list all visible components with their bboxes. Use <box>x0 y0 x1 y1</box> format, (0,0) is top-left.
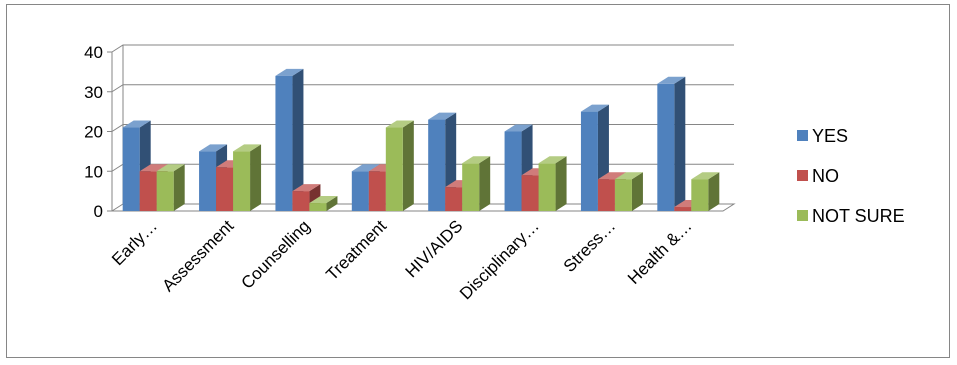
x-tick-label: HIV/AIDS <box>402 216 467 281</box>
y-tick-label: 40 <box>84 43 103 62</box>
y-tick-label: 0 <box>94 202 103 221</box>
x-tick-label: Assessment <box>158 216 237 295</box>
x-tick-label: Disciplinary… <box>456 216 543 303</box>
legend-item-no: NO <box>797 166 839 186</box>
bar-yes-7 <box>657 76 686 211</box>
x-tick-label: Health &… <box>624 216 696 288</box>
bar-not-sure-3 <box>385 120 414 211</box>
bar-not-sure-2 <box>309 196 338 211</box>
x-tick-label: Stress… <box>560 216 620 276</box>
y-tick-label: 30 <box>84 83 103 102</box>
legend-label: NO <box>812 166 839 186</box>
gridline-40 <box>111 44 734 53</box>
bar-not-sure-6 <box>614 172 643 211</box>
y-tick-label: 20 <box>84 123 103 142</box>
bar-yes-5 <box>504 124 533 211</box>
x-tick-label: Early… <box>108 216 161 269</box>
legend-label: NOT SURE <box>812 206 905 226</box>
bar-not-sure-5 <box>538 156 567 211</box>
legend-swatch <box>797 170 808 181</box>
y-axis-ticks: 0 10 20 30 40 <box>84 43 112 221</box>
bar-yes-2 <box>275 68 304 211</box>
legend-swatch <box>797 130 808 141</box>
bar-not-sure-0 <box>156 164 185 211</box>
legend-label: YES <box>812 126 848 146</box>
x-axis-ticks: Early…Assessment Counselling Treatment HIV/… <box>108 216 695 303</box>
bar-not-sure-4 <box>462 156 491 211</box>
gridline-30 <box>111 84 734 93</box>
bar-not-sure-7 <box>691 172 720 211</box>
legend-swatch <box>797 210 808 221</box>
gridline-20 <box>111 124 734 132</box>
bar-not-sure-1 <box>233 144 262 211</box>
x-tick-label: Counselling <box>238 216 314 292</box>
legend-item-not-sure: NOT SURE <box>797 206 905 226</box>
legend-item-yes: YES <box>797 126 848 146</box>
bars <box>122 68 720 211</box>
y-tick-label: 10 <box>84 162 103 181</box>
legend: YES NO NOT SURE <box>797 126 905 226</box>
x-tick-label: Treatment <box>322 216 390 284</box>
